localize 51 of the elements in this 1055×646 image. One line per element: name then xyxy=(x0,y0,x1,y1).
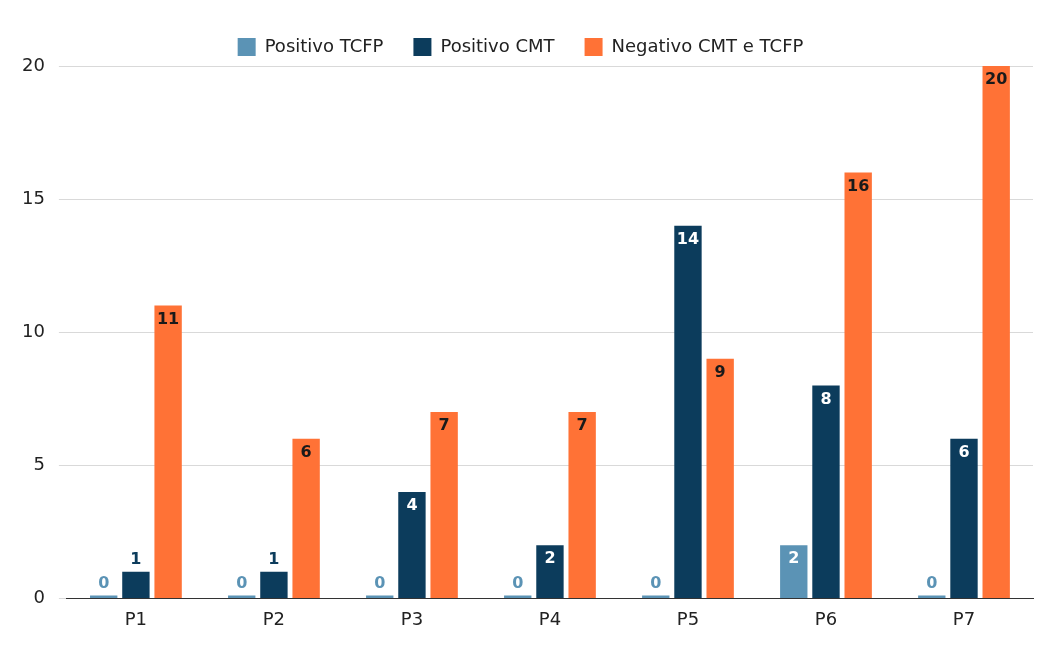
legend-label: Negativo CMT e TCFP xyxy=(611,34,804,56)
data-label: 7 xyxy=(576,415,588,435)
data-label: 0 xyxy=(926,572,938,592)
data-label: 1 xyxy=(130,548,142,568)
data-label: 0 xyxy=(650,572,662,592)
data-label: 0 xyxy=(98,572,110,592)
bar xyxy=(568,412,596,598)
bar xyxy=(292,438,320,598)
data-label: 9 xyxy=(714,361,726,381)
bar xyxy=(982,66,1010,598)
x-tick-label: P3 xyxy=(400,607,424,629)
data-label: 7 xyxy=(438,415,450,435)
data-label: 8 xyxy=(820,388,832,408)
data-label: 11 xyxy=(156,308,180,328)
data-label: 4 xyxy=(406,495,418,515)
x-tick-label: P7 xyxy=(952,607,976,629)
data-label: 6 xyxy=(300,441,312,461)
bar xyxy=(844,172,872,598)
bar xyxy=(398,491,426,598)
x-tick-label: P1 xyxy=(124,607,148,629)
bar xyxy=(674,225,702,598)
x-tick-label: P4 xyxy=(538,607,562,629)
bar xyxy=(780,545,808,598)
data-label: 14 xyxy=(676,228,700,248)
bar xyxy=(536,545,564,598)
bar xyxy=(812,385,840,598)
data-label: 16 xyxy=(847,175,870,195)
data-label: 20 xyxy=(985,69,1008,89)
y-tick-label: 10 xyxy=(22,319,45,341)
data-label: 0 xyxy=(512,572,524,592)
data-label: 2 xyxy=(544,548,556,568)
y-tick-label: 15 xyxy=(22,186,45,208)
x-tick-label: P6 xyxy=(814,607,838,629)
bar xyxy=(260,571,288,598)
bar xyxy=(430,412,458,598)
x-tick-label: P5 xyxy=(676,607,700,629)
legend-label: Positivo CMT xyxy=(440,34,556,56)
bar xyxy=(950,438,978,598)
data-label: 6 xyxy=(958,441,970,461)
data-label: 0 xyxy=(374,572,386,592)
legend-label: Positivo TCFP xyxy=(264,34,384,56)
bar xyxy=(154,305,182,598)
bar xyxy=(122,571,150,598)
bar xyxy=(706,358,734,598)
y-tick-label: 20 xyxy=(22,53,45,75)
data-label: 2 xyxy=(788,548,800,568)
data-label: 1 xyxy=(268,548,280,568)
x-tick-label: P2 xyxy=(262,607,286,629)
y-tick-label: 0 xyxy=(33,586,45,608)
data-label: 0 xyxy=(236,572,248,592)
y-tick-label: 5 xyxy=(33,452,45,474)
